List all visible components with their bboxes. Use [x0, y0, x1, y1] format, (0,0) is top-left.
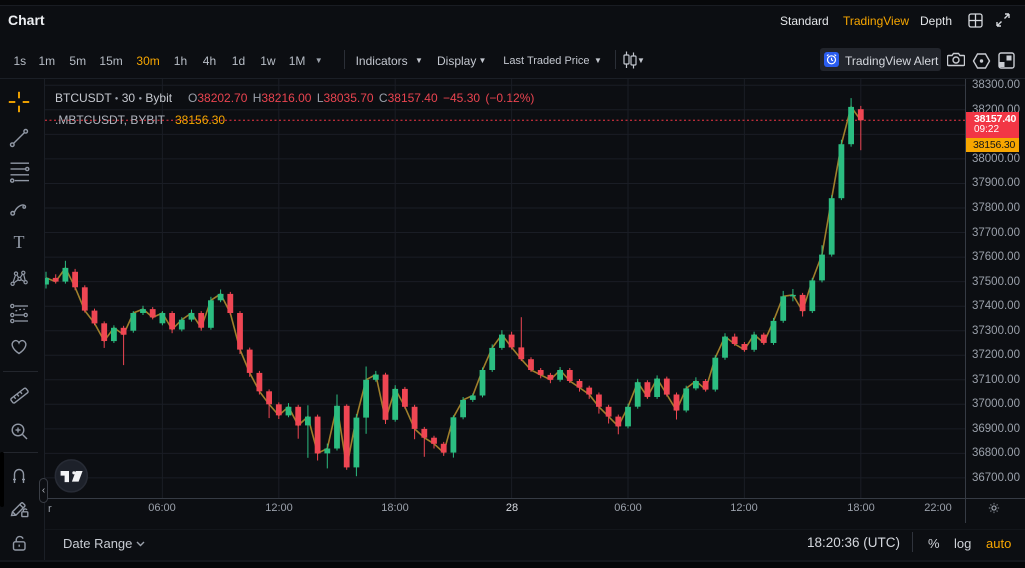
svg-text:T: T — [14, 232, 25, 252]
